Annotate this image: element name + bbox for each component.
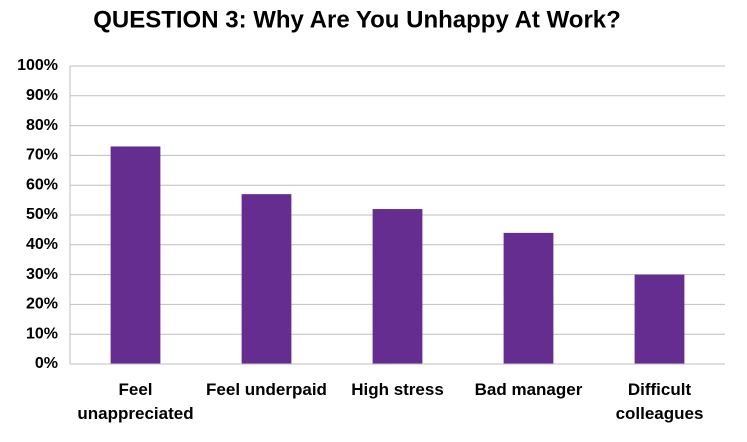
x-tick-label: Difficult colleagues (615, 380, 704, 423)
x-tick-label: Feel underpaid (206, 380, 327, 399)
x-tick-label: Bad manager (474, 380, 583, 399)
y-tick-label: 70% (26, 147, 58, 164)
y-tick-label: 10% (26, 325, 58, 342)
y-tick-label: 30% (26, 266, 58, 283)
bar (503, 232, 554, 364)
bar (634, 274, 685, 364)
bar (110, 146, 161, 364)
y-tick-label: 100% (17, 57, 58, 74)
bar (241, 194, 292, 364)
y-tick-label: 80% (26, 117, 58, 134)
chart-title: QUESTION 3: Why Are You Unhappy At Work? (93, 6, 621, 33)
y-tick-label: 20% (26, 296, 58, 313)
y-tick-label: 50% (26, 206, 58, 223)
x-tick-label: Feel unappreciated (77, 380, 194, 423)
x-tick-label: High stress (351, 380, 444, 399)
bar (372, 209, 423, 364)
y-tick-label: 40% (26, 236, 58, 253)
y-tick-label: 0% (35, 355, 58, 372)
y-tick-label: 60% (26, 176, 58, 193)
y-tick-label: 90% (26, 87, 58, 104)
